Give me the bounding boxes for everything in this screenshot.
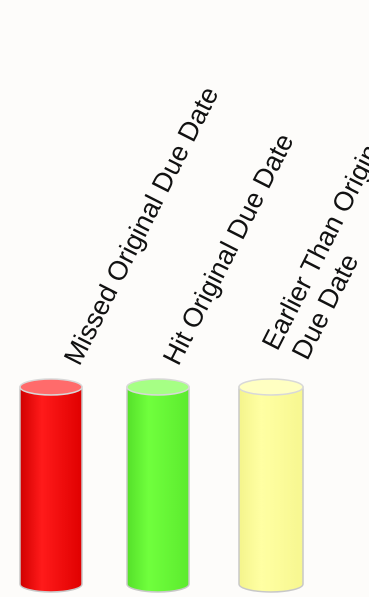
cylinder-earlier-top <box>238 378 304 396</box>
cylinder-hit-body <box>126 386 190 593</box>
cylinder-missed-top <box>19 378 83 396</box>
cylinder-earlier-body <box>238 386 304 593</box>
cylinder-hit-top <box>126 378 190 396</box>
cylinder-missed-body <box>19 386 83 593</box>
cylinder-missed <box>19 378 83 593</box>
cylinder-earlier <box>238 378 304 593</box>
cylinder-hit <box>126 378 190 593</box>
